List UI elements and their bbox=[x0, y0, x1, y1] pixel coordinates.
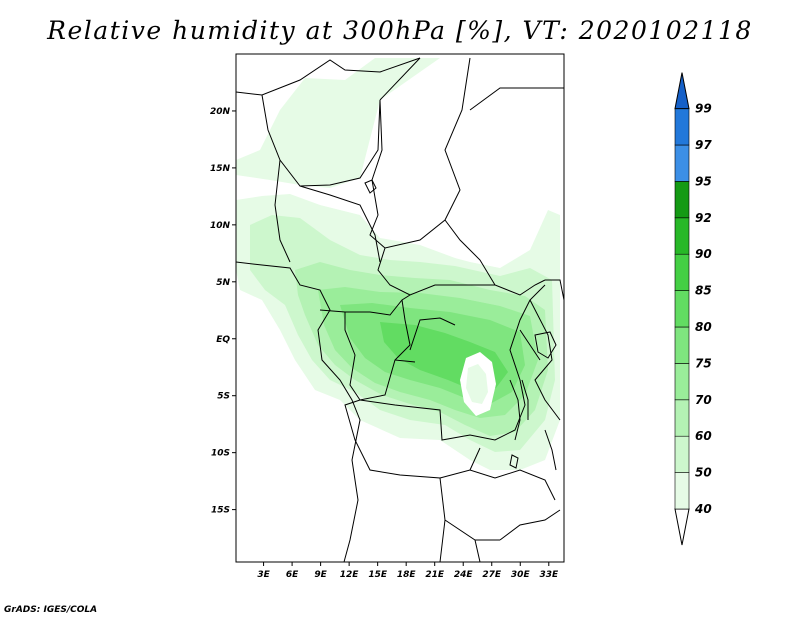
legend-swatch bbox=[674, 290, 690, 328]
lon-tick-label: 9E bbox=[314, 570, 327, 580]
lake-chad bbox=[364, 179, 377, 194]
legend-above-triangle bbox=[674, 72, 690, 110]
lon-tick-label: 3E bbox=[257, 570, 270, 580]
legend-label: 95 bbox=[695, 174, 712, 188]
border-niger-mali bbox=[261, 94, 381, 187]
latitude-axis: 20N 15N 10N 5N EQ 5S 10S 15S bbox=[210, 107, 236, 516]
river-congo bbox=[394, 317, 456, 363]
humidity-dry-core-rim bbox=[466, 364, 488, 404]
lake-malawi bbox=[544, 429, 557, 471]
lon-tick-label: 24E bbox=[454, 570, 474, 580]
lake-tanganyika bbox=[509, 379, 529, 441]
border-southern bbox=[439, 509, 561, 562]
border-congo bbox=[344, 299, 411, 401]
lon-tick-label: 12E bbox=[340, 570, 360, 580]
legend-label: 60 bbox=[695, 429, 712, 443]
map-frame bbox=[235, 53, 565, 563]
lake-mweru bbox=[509, 454, 519, 469]
lake-victoria bbox=[534, 331, 557, 359]
legend-swatch bbox=[674, 472, 690, 510]
legend-label: 90 bbox=[695, 247, 712, 261]
legend-label: 99 bbox=[695, 102, 712, 116]
legend-swatch bbox=[674, 181, 690, 219]
color-legend: 40 50 60 70 75 80 85 90 92 95 97 99 bbox=[674, 72, 712, 546]
legend-label: 75 bbox=[695, 356, 712, 370]
border-east-africa bbox=[519, 279, 564, 421]
lat-tick-label: 15N bbox=[210, 164, 231, 174]
lat-tick-label: 15S bbox=[211, 506, 230, 516]
legend-swatch bbox=[674, 108, 690, 146]
lon-tick-label: 33E bbox=[539, 570, 559, 580]
legend-label: 50 bbox=[695, 466, 712, 480]
legend-swatch bbox=[674, 253, 690, 291]
lon-tick-label: 30E bbox=[511, 570, 531, 580]
humidity-field bbox=[236, 58, 560, 470]
legend-swatch bbox=[674, 326, 690, 364]
lon-tick-label: 18E bbox=[397, 570, 417, 580]
grads-credit: GrADS: IGES/COLA bbox=[4, 605, 98, 615]
lat-tick-label: 20N bbox=[210, 107, 231, 117]
border-chad bbox=[369, 57, 471, 249]
lat-tick-label: 10N bbox=[210, 221, 231, 231]
coastline bbox=[236, 261, 361, 562]
border-zambia bbox=[439, 447, 556, 501]
lat-tick-label: 5N bbox=[216, 278, 230, 288]
border-angola bbox=[344, 399, 500, 541]
legend-swatch bbox=[674, 144, 690, 182]
legend-label: 80 bbox=[695, 320, 712, 334]
border-drc bbox=[359, 284, 546, 441]
lon-tick-label: 21E bbox=[425, 570, 445, 580]
lat-tick-label: 10S bbox=[211, 449, 230, 459]
legend-label: 40 bbox=[694, 502, 712, 516]
legend-label: 97 bbox=[695, 138, 712, 152]
longitude-axis: 3E 6E 9E 12E 15E 18E 21E 24E 27E 30E 33E bbox=[257, 562, 559, 580]
map-title: Relative humidity at 300hPa [%], VT: 202… bbox=[47, 16, 753, 45]
legend-below-triangle bbox=[674, 508, 690, 546]
lon-tick-label: 6E bbox=[286, 570, 299, 580]
legend-swatch bbox=[674, 217, 690, 255]
legend-label: 85 bbox=[695, 284, 712, 298]
legend-swatch bbox=[674, 399, 690, 437]
border-cameroon-gabon bbox=[319, 294, 411, 316]
legend-swatch bbox=[674, 363, 690, 401]
border-nigeria bbox=[274, 159, 381, 263]
lon-tick-label: 15E bbox=[368, 570, 388, 580]
country-borders bbox=[236, 57, 564, 562]
legend-label: 70 bbox=[695, 393, 712, 407]
lat-tick-label: EQ bbox=[216, 335, 230, 345]
lat-tick-label: 5S bbox=[217, 392, 230, 402]
legend-label: 92 bbox=[695, 211, 712, 225]
legend-swatch bbox=[674, 435, 690, 473]
lon-tick-label: 27E bbox=[482, 570, 502, 580]
